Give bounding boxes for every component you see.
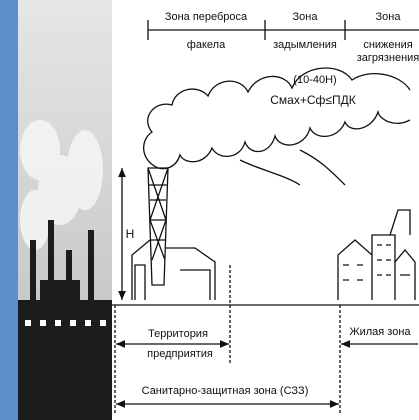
height-label: Н bbox=[126, 227, 135, 241]
zone-label: факела bbox=[187, 39, 226, 51]
photo-windows bbox=[25, 320, 106, 326]
enterprise-label: предприятия bbox=[147, 348, 213, 360]
plant bbox=[131, 239, 216, 300]
zone-label: Зона переброса bbox=[165, 11, 248, 23]
enterprise-label: Территория bbox=[148, 328, 208, 340]
houses bbox=[337, 209, 416, 300]
zone-label: Зона bbox=[376, 11, 402, 23]
zone-label: Зона bbox=[293, 11, 319, 23]
zone-label: задымления bbox=[273, 39, 337, 51]
formula: Cмах+Cф≤ПДК bbox=[270, 93, 355, 107]
residential-label: Жилая зона bbox=[349, 326, 411, 338]
photo-factory bbox=[18, 220, 112, 420]
sanitary-label: Санитарно-защитная зона (СЗЗ) bbox=[142, 385, 309, 397]
photo-smoke bbox=[20, 120, 103, 250]
zone-label: снижения bbox=[363, 39, 412, 51]
formula-range: (10-40Н) bbox=[293, 74, 336, 86]
plume bbox=[143, 67, 411, 186]
zone-label: загрязнения bbox=[357, 52, 419, 64]
border-strip bbox=[0, 0, 18, 420]
stack bbox=[147, 167, 169, 286]
